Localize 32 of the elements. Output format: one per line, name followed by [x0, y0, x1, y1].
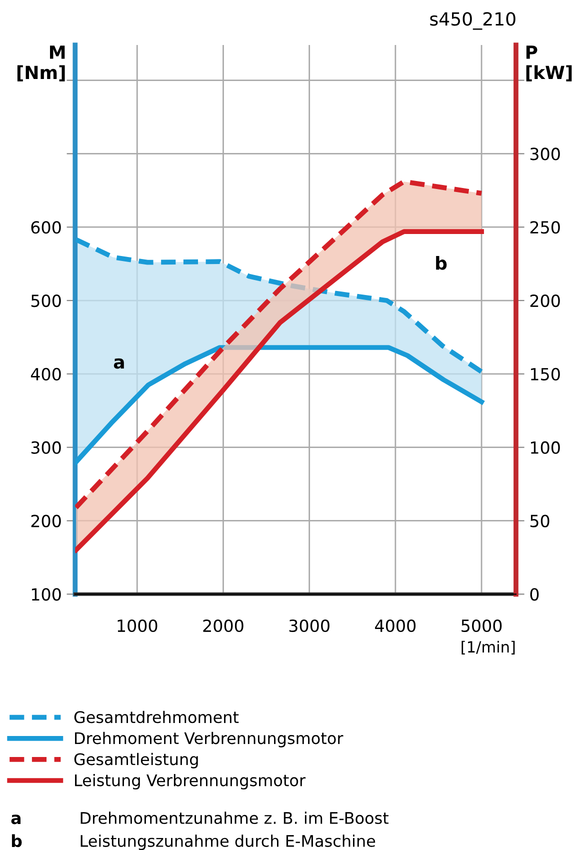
x-tick-label: 5000	[462, 619, 502, 632]
y-tick-label: 200	[31, 514, 61, 528]
y2-tick-label: 150	[531, 368, 560, 380]
y2-tick-label: 100	[531, 441, 560, 454]
y2-tick-label: 200	[530, 294, 560, 308]
text: s450_210	[430, 12, 516, 30]
y2-tick-label: 300	[530, 148, 560, 160]
y-tick-label: 300	[31, 441, 61, 454]
line-series	[75, 237, 484, 374]
text: a Drehmomentzunahme z. B. im E-Boost	[11, 812, 389, 824]
legend-label: Gesamtleistung	[74, 752, 198, 768]
y2-tick-label: 250	[530, 221, 560, 234]
x-tick-label: 2000	[203, 619, 244, 632]
y2-tick-label: 50	[530, 514, 550, 528]
y-tick-label: 100	[32, 588, 61, 601]
y2-axis-title: P [kW]	[526, 46, 572, 82]
y-axis-title: M [Nm]	[17, 46, 65, 82]
text: b Leistungszunahme durch E-Maschine	[12, 834, 376, 850]
x-axis-title: [1/min]	[462, 640, 515, 654]
x-tick-label: 1000	[118, 619, 158, 632]
y-tick-label: 400	[30, 368, 61, 380]
annotation: b	[436, 256, 447, 270]
x-tick-label: 4000	[375, 619, 416, 632]
y-tick-label: 500	[31, 294, 61, 308]
x-tick-label: 3000	[289, 619, 330, 632]
legend-label: Drehmoment Verbrennungsmotor	[75, 732, 344, 748]
legend-label: Leistung Verbrennungsmotor	[75, 774, 306, 790]
legend-label: Gesamtdrehmoment	[74, 710, 239, 724]
annotation: a	[114, 358, 124, 369]
line-series	[75, 345, 484, 464]
y2-tick-label: 0	[530, 588, 539, 601]
y-tick-label: 600	[31, 221, 61, 234]
